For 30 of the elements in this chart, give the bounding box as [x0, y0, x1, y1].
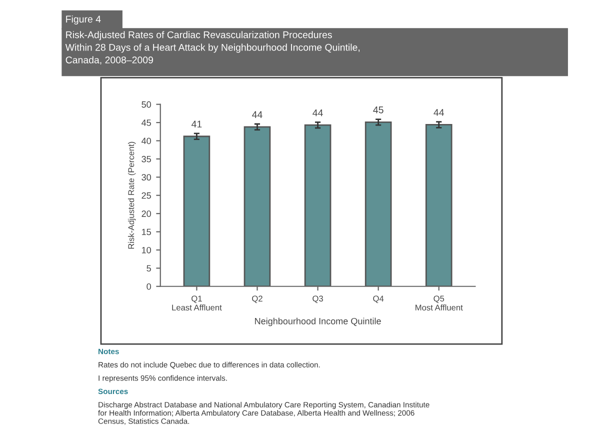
y-tick-label: 45 — [142, 120, 151, 126]
y-tick-label: 10 — [142, 246, 151, 254]
y-tick-label: 20 — [142, 210, 151, 217]
x-axis-title: Neighbourhood Income Quintile — [255, 318, 381, 326]
bar — [425, 124, 452, 286]
bar — [183, 136, 210, 286]
y-axis-title: Risk-Adjusted Rate (Percent) — [128, 142, 136, 249]
x-tick-label: Q3 — [312, 296, 323, 304]
y-tick-label: 5 — [146, 265, 151, 272]
y-tick-label: 25 — [142, 192, 151, 199]
y-tick-label: 30 — [142, 174, 151, 181]
chart-subtitle: Figure 4 — [66, 15, 101, 25]
y-tick-label: 35 — [142, 156, 151, 162]
y-tick-label: 40 — [142, 138, 151, 144]
bar — [364, 121, 392, 286]
data-label: 44 — [312, 109, 323, 116]
x-tick-label: Q2 — [252, 296, 262, 304]
data-label: 45 — [373, 106, 384, 114]
bar — [244, 126, 271, 286]
y-tick-label: 15 — [142, 228, 151, 236]
chart-title: Risk-Adjusted Rates of Cardiac Revascularization Procedures Within 28 Days of a Heart Attack by Neighbourhood Income Quintile, Canada, 2008–2009 — [65, 31, 360, 65]
data-label: 44 — [252, 111, 262, 118]
x-tick-label: Q5 Most Affluent — [416, 296, 463, 311]
bar — [304, 124, 332, 286]
x-tick-label: Q4 — [373, 296, 384, 304]
data-label: 41 — [192, 120, 202, 128]
data-label: 44 — [434, 109, 444, 116]
y-tick-label: 0 — [146, 283, 151, 290]
x-tick-label: Q1 Least Affluent — [172, 296, 222, 311]
y-tick-label: 50 — [142, 101, 151, 108]
